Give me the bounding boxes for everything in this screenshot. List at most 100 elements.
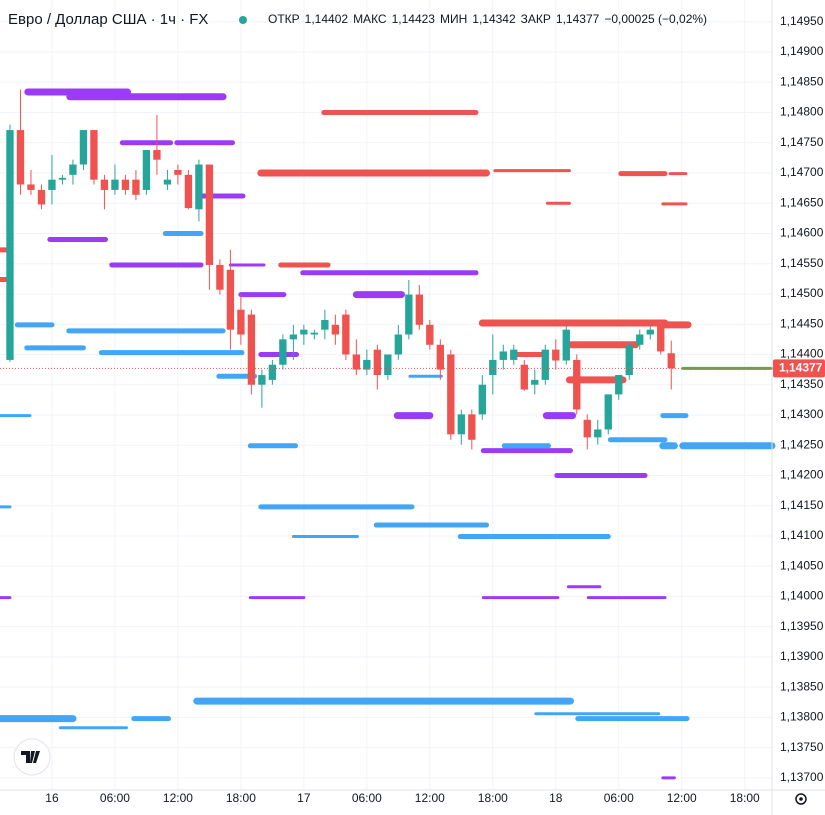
candle-body xyxy=(394,334,403,355)
y-tick-label: 1,13700 xyxy=(780,770,824,784)
candle-body xyxy=(415,294,423,325)
legend-value: 1,14377 xyxy=(556,12,600,26)
legend-label: МИН xyxy=(440,12,467,26)
candle-body xyxy=(279,339,287,365)
candle-body xyxy=(468,414,476,440)
y-tick-label: 1,14800 xyxy=(780,105,824,119)
candle-body xyxy=(205,164,214,265)
y-tick-label: 1,14050 xyxy=(780,558,824,572)
candle-body xyxy=(321,319,329,330)
candle-body xyxy=(405,294,413,335)
candle-body xyxy=(48,179,56,190)
y-tick-label: 1,13750 xyxy=(780,740,824,754)
x-tick-label: 06:00 xyxy=(100,791,130,805)
candle-body xyxy=(237,309,245,335)
candle-body xyxy=(121,179,130,190)
candle-body xyxy=(258,375,266,385)
candle-body xyxy=(499,351,507,360)
y-tick-label: 1,13850 xyxy=(780,679,824,693)
candle-body xyxy=(16,130,25,185)
y-tick-label: 1,14450 xyxy=(780,316,824,330)
candle-body xyxy=(520,364,528,390)
candle-body xyxy=(352,354,361,370)
candle-body xyxy=(615,375,623,395)
y-tick-label: 1,13900 xyxy=(780,649,824,663)
y-tick-label: 1,14500 xyxy=(780,286,824,300)
candle-body xyxy=(6,130,14,360)
candle-body xyxy=(363,359,371,370)
y-tick-label: 1,14300 xyxy=(780,407,824,421)
market-status xyxy=(239,16,247,24)
x-tick-label: 18 xyxy=(549,791,563,805)
y-tick-label: 1,14350 xyxy=(780,377,824,391)
candle-body xyxy=(541,349,549,380)
settings-icon[interactable] xyxy=(795,793,807,805)
candles xyxy=(6,89,675,450)
levels xyxy=(0,88,776,780)
y-tick-label: 1,13950 xyxy=(780,619,824,633)
y-tick-label: 1,14250 xyxy=(780,437,824,451)
candle-body xyxy=(604,394,612,430)
x-tick-label: 16 xyxy=(45,791,59,805)
y-tick-label: 1,14850 xyxy=(780,74,824,88)
x-tick-label: 18:00 xyxy=(226,791,256,805)
y-tick-label: 1,14150 xyxy=(780,498,824,512)
candle-body xyxy=(562,329,570,361)
legend-value: 1,14342 xyxy=(472,12,516,26)
y-tick-label: 1,14400 xyxy=(780,347,824,361)
legend-label: ЗАКР xyxy=(521,12,551,26)
candle-body xyxy=(457,414,465,435)
y-tick-label: 1,14100 xyxy=(780,528,824,542)
y-tick-label: 1,14550 xyxy=(780,256,824,270)
candle-body xyxy=(625,344,633,376)
candle-body xyxy=(646,329,654,335)
candle-body xyxy=(289,334,298,340)
y-tick-label: 1,14750 xyxy=(780,135,824,149)
y-tick-label: 1,14600 xyxy=(780,226,824,240)
candle-body xyxy=(79,130,88,165)
candle-body xyxy=(27,184,35,190)
x-tick-label: 18:00 xyxy=(478,791,508,805)
candle-body xyxy=(552,349,560,361)
y-tick-label: 1,14200 xyxy=(780,468,824,482)
candle-body xyxy=(216,264,224,290)
header: Евро / Доллар США · 1ч · FX ОТКР 1,14402 М… xyxy=(8,11,707,28)
candle-body xyxy=(373,349,382,376)
candle-body xyxy=(447,354,455,435)
y-tick-label: 1,14950 xyxy=(780,14,824,28)
candle-body xyxy=(573,359,581,410)
candle-body xyxy=(384,354,392,376)
candle-body xyxy=(594,429,602,438)
tv-logo[interactable] xyxy=(13,738,51,776)
candle-body xyxy=(436,344,444,370)
candle-body xyxy=(195,164,203,210)
candle-body xyxy=(132,179,140,195)
candle-body xyxy=(142,150,151,190)
candle-body xyxy=(667,353,675,369)
logo-mark xyxy=(21,751,40,763)
candle-body xyxy=(174,169,182,175)
last-price-badge xyxy=(773,359,825,378)
y-tick-label: 1,14700 xyxy=(780,165,824,179)
candle-body xyxy=(531,379,539,385)
symbol-title[interactable]: Евро / Доллар США · 1ч · FX xyxy=(8,11,208,28)
candle-body xyxy=(300,329,308,335)
x-tick-label: 06:00 xyxy=(352,791,382,805)
candle-body xyxy=(111,179,119,190)
y-tick-label: 1,14900 xyxy=(780,44,824,58)
candle-body xyxy=(268,364,277,380)
candle-body xyxy=(342,314,350,355)
candle-body xyxy=(310,332,319,335)
last-price-label: 1,14377 xyxy=(779,361,823,375)
candle-body xyxy=(583,419,591,438)
x-tick-label: 12:00 xyxy=(415,791,445,805)
y-tick-label: 1,14000 xyxy=(780,589,824,603)
y-tick-label: 1,14650 xyxy=(780,195,824,209)
candle-body xyxy=(226,269,235,330)
candle-body xyxy=(58,177,67,180)
y-tick-label: 1,13800 xyxy=(780,710,824,724)
legend-label: ОТКР xyxy=(268,12,300,26)
x-tick-label: 06:00 xyxy=(604,791,634,805)
